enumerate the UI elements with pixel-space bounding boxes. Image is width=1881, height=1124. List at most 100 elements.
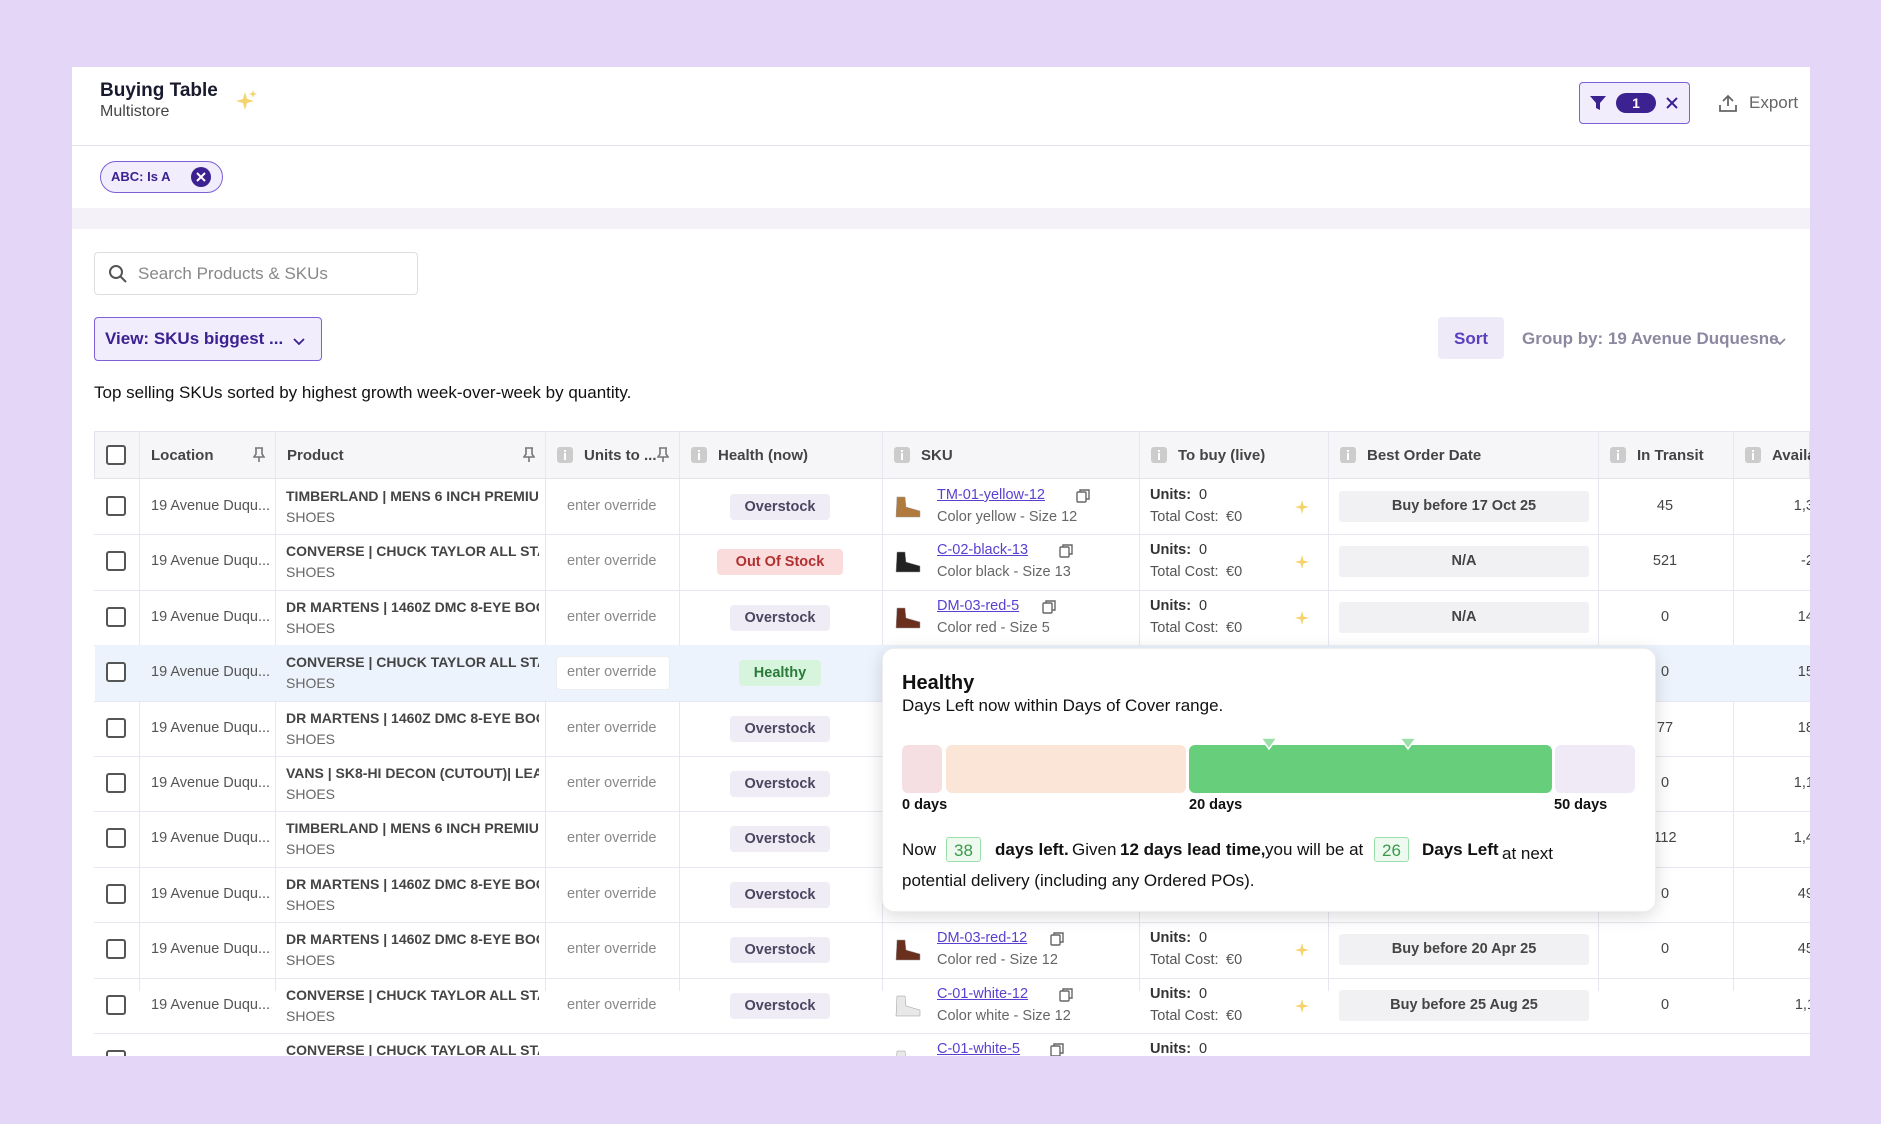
- copy-icon[interactable]: [1059, 987, 1073, 1002]
- column-header[interactable]: Availa: [1772, 447, 1810, 464]
- in-transit: 0: [1660, 775, 1670, 791]
- tooltip-subtitle: Days Left now within Days of Cover range…: [902, 696, 1224, 715]
- checkbox[interactable]: [106, 717, 126, 738]
- checkbox[interactable]: [106, 606, 126, 627]
- chip-remove-svg: [191, 167, 211, 187]
- chip-remove[interactable]: [191, 167, 211, 187]
- column-header[interactable]: Location: [151, 447, 214, 464]
- sentence-text: you will be at: [1265, 840, 1364, 859]
- variant: Color black - Size 13: [937, 564, 1071, 581]
- scale-label: 20 days: [1189, 797, 1243, 813]
- ai-sparkle[interactable]: [1294, 610, 1310, 626]
- health-badge: Overstock: [730, 826, 830, 853]
- ai-sparkle[interactable]: [1294, 499, 1310, 515]
- product: DR MARTENS | 1460Z DMC 8-EYE BOOT: [286, 875, 539, 892]
- override[interactable]: enter override: [567, 664, 657, 681]
- pin-icon-svg: [252, 447, 266, 462]
- column-header[interactable]: Units to ...: [584, 447, 657, 464]
- ai-sparkle[interactable]: [1294, 998, 1310, 1014]
- row-divider: [94, 1033, 1810, 1034]
- filter-count: 1: [1616, 93, 1656, 113]
- units-label: Units:: [1150, 930, 1192, 947]
- location: 19 Avenue Duqu...: [151, 719, 271, 736]
- override[interactable]: enter override: [567, 775, 657, 791]
- checkbox[interactable]: [106, 939, 126, 960]
- ai-sparkle[interactable]: [1294, 554, 1310, 570]
- clear-filter[interactable]: [1665, 96, 1679, 110]
- health-badge: Overstock: [730, 494, 830, 520]
- override-input[interactable]: [556, 656, 670, 691]
- view-button[interactable]: [94, 317, 322, 361]
- category: SHOES: [286, 841, 336, 858]
- checkbox[interactable]: [106, 445, 126, 465]
- checkbox[interactable]: [106, 994, 126, 1015]
- sku-link[interactable]: C-01-white-12: [937, 985, 1029, 1002]
- location: 19 Avenue Duqu...: [151, 996, 271, 1013]
- available: 1,35: [1793, 498, 1810, 514]
- sort-label[interactable]: Sort: [1454, 329, 1488, 348]
- copy-icon[interactable]: [1076, 489, 1090, 503]
- health-badge: Overstock: [730, 881, 830, 908]
- sku-link[interactable]: TM-01-yellow-12: [937, 487, 1045, 503]
- checkbox[interactable]: [106, 883, 126, 904]
- copy-icon[interactable]: [1050, 932, 1064, 946]
- copy-icon-svg: [1059, 544, 1073, 559]
- checkbox[interactable]: [106, 496, 126, 516]
- checkbox[interactable]: [106, 828, 126, 849]
- order-date-box: [1339, 546, 1589, 578]
- location: 19 Avenue Duqu...: [151, 775, 271, 791]
- override[interactable]: enter override: [567, 996, 657, 1013]
- header-divider: [72, 145, 1810, 146]
- checkbox[interactable]: [106, 551, 126, 572]
- override[interactable]: enter override: [567, 553, 657, 570]
- search-icon: [108, 264, 128, 284]
- sort-button[interactable]: [1438, 317, 1504, 359]
- checkbox[interactable]: [106, 773, 126, 793]
- available: 458: [1797, 941, 1810, 958]
- sku-link[interactable]: DM-03-red-12: [937, 930, 1028, 947]
- marker-svg: [1259, 737, 1279, 751]
- override[interactable]: enter override: [567, 608, 657, 625]
- in-transit: 112: [1653, 830, 1677, 847]
- sku-link[interactable]: DM-03-red-5: [937, 597, 1020, 614]
- ai-sparkle[interactable]: [1294, 942, 1310, 958]
- product-image-svg: [895, 552, 921, 573]
- column-header[interactable]: Product: [287, 447, 344, 464]
- sentence-text: Given: [1072, 840, 1117, 859]
- column-header[interactable]: In Transit: [1637, 447, 1704, 464]
- cost-label: Total Cost:: [1150, 509, 1219, 525]
- product-image-svg: [895, 995, 921, 1016]
- in-transit: 0: [1660, 941, 1670, 958]
- copy-icon[interactable]: [1059, 544, 1073, 559]
- override[interactable]: enter override: [567, 498, 657, 514]
- override[interactable]: enter override: [567, 885, 657, 902]
- search-box[interactable]: [94, 252, 418, 295]
- column-header[interactable]: SKU: [921, 447, 953, 464]
- product-image-svg: [895, 496, 921, 518]
- override[interactable]: enter override: [567, 941, 657, 958]
- sentence-text: Now: [902, 840, 937, 859]
- pin-icon[interactable]: [656, 447, 670, 463]
- pin-icon[interactable]: [522, 447, 536, 463]
- group-by[interactable]: Group by: 19 Avenue Duquesne: [1522, 329, 1779, 348]
- column-header[interactable]: To buy (live): [1178, 447, 1266, 464]
- column-header[interactable]: Best Order Date: [1367, 447, 1482, 464]
- copy-icon[interactable]: [1050, 1043, 1064, 1056]
- available: 496: [1797, 885, 1810, 902]
- checkbox[interactable]: [106, 1050, 126, 1056]
- column-header[interactable]: Health (now): [718, 447, 808, 464]
- override[interactable]: enter override: [567, 830, 657, 847]
- sku-link[interactable]: C-02-black-13: [937, 542, 1029, 559]
- export-button[interactable]: Export: [1749, 93, 1799, 112]
- product-image-svg: [896, 1050, 906, 1056]
- checkbox[interactable]: [106, 662, 126, 683]
- sentence-text: 12 days lead time,: [1120, 840, 1266, 859]
- override[interactable]: enter override: [567, 719, 657, 736]
- row-divider: [94, 534, 1810, 536]
- copy-icon[interactable]: [1041, 600, 1056, 614]
- sku-link[interactable]: C-01-white-5: [937, 1041, 1020, 1056]
- export-icon[interactable]: [1718, 93, 1738, 113]
- sparkle-icon: [236, 90, 258, 112]
- pin-icon[interactable]: [252, 447, 266, 463]
- cost: €0: [1226, 509, 1243, 525]
